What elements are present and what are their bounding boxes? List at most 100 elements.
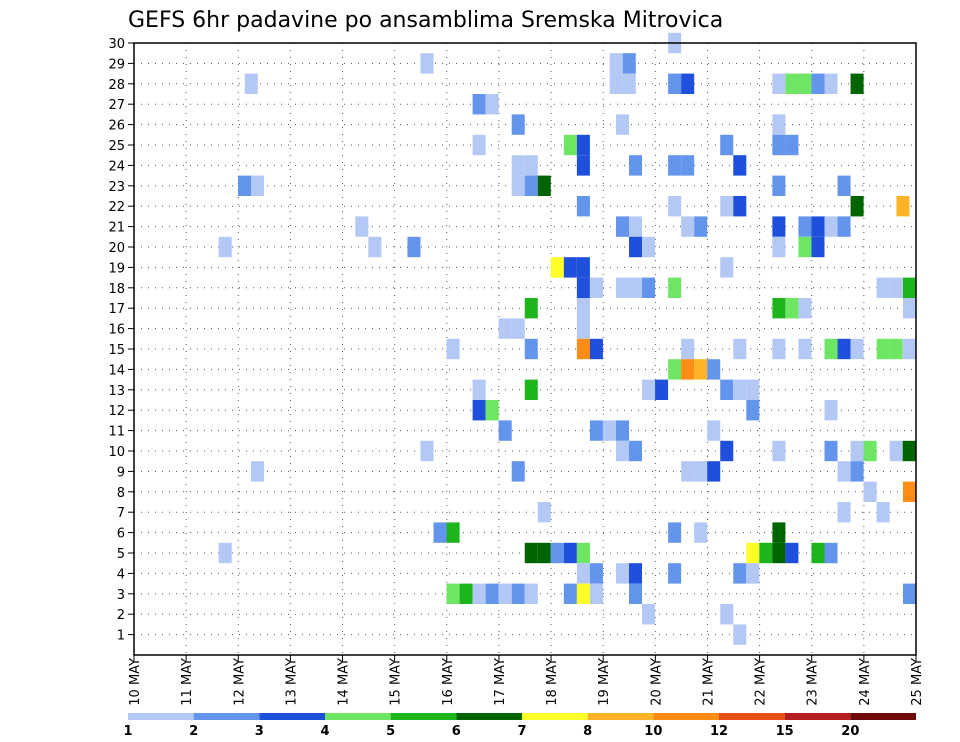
x-tick-label: 12 MAY — [232, 658, 247, 706]
heatmap-cell — [668, 196, 682, 217]
heatmap-cell — [798, 73, 812, 94]
x-tick-label: 24 MAY — [858, 658, 873, 706]
heatmap-cell — [609, 73, 623, 94]
x-tick-label: 13 MAY — [284, 658, 299, 706]
heatmap-cell — [472, 94, 486, 115]
heatmap-cell — [720, 440, 734, 462]
heatmap-cell — [863, 481, 877, 502]
colorbar-label: 5 — [386, 724, 395, 739]
heatmap-cell — [576, 134, 590, 156]
colorbar-swatch — [193, 713, 260, 720]
heatmap-cell — [681, 73, 695, 94]
heatmap-cell — [824, 216, 838, 237]
y-tick-label: 18 — [108, 282, 125, 297]
heatmap-cell — [746, 379, 760, 400]
heatmap-cell — [576, 583, 590, 604]
colorbar-label: 2 — [189, 724, 198, 739]
heatmap-cell — [811, 216, 825, 237]
heatmap-cell — [420, 53, 434, 74]
y-tick-label: 8 — [117, 486, 125, 501]
heatmap-cell — [576, 155, 590, 176]
heatmap-cell — [902, 298, 916, 319]
heatmap-cell — [563, 134, 577, 156]
heatmap-cell — [811, 542, 825, 564]
colorbar-swatch — [456, 713, 522, 720]
heatmap-cell — [707, 359, 721, 380]
heatmap-cell — [472, 379, 486, 400]
colorbar-label: 10 — [644, 724, 662, 739]
heatmap-cell — [850, 461, 864, 482]
heatmap-cell — [407, 236, 421, 258]
x-tick-label: 16 MAY — [441, 658, 456, 706]
heatmap-cell — [837, 502, 851, 523]
y-tick-label: 14 — [108, 363, 125, 378]
heatmap-cell — [537, 542, 551, 564]
y-tick-label: 19 — [108, 261, 125, 276]
heatmap-cell — [615, 420, 630, 441]
heatmap-cell — [746, 542, 760, 564]
heatmap-cell — [485, 400, 499, 421]
chart-title: GEFS 6hr padavine po ansamblima Sremska … — [128, 8, 723, 33]
heatmap-cell — [876, 502, 890, 523]
y-tick-label: 23 — [108, 180, 125, 195]
heatmap-cell — [785, 298, 799, 319]
colorbar-swatch — [128, 713, 194, 720]
heatmap-cell — [772, 542, 786, 564]
heatmap-cell — [733, 563, 747, 584]
heatmap-cell — [902, 338, 916, 360]
heatmap-cell — [602, 420, 616, 441]
colorbar-swatch — [390, 713, 457, 720]
heatmap-cell — [511, 114, 525, 135]
heatmap-cell — [902, 440, 916, 462]
heatmap-cell — [446, 338, 460, 360]
heatmap-cell — [759, 542, 773, 564]
y-tick-label: 30 — [108, 37, 125, 52]
heatmap-cell — [694, 216, 708, 237]
heatmap-cell — [472, 583, 486, 604]
heatmap-cell — [889, 338, 903, 360]
heatmap-cell — [576, 298, 590, 319]
colorbar-label: 3 — [255, 724, 264, 739]
colorbar-label: 20 — [841, 724, 859, 739]
heatmap-cell — [615, 114, 630, 135]
heatmap-cell — [837, 175, 851, 196]
heatmap-cell — [472, 400, 486, 421]
x-tick-label: 20 MAY — [649, 658, 664, 706]
heatmap-cell — [668, 359, 682, 380]
heatmap-cell — [772, 175, 786, 196]
heatmap-cell — [563, 583, 577, 604]
heatmap-cell — [720, 196, 734, 217]
heatmap-cell — [589, 420, 603, 441]
heatmap-cell — [511, 318, 525, 339]
x-tick-label: 10 MAY — [128, 658, 143, 706]
heatmap-cell — [589, 583, 603, 604]
colorbar-swatch — [325, 713, 391, 720]
heatmap-cell — [642, 277, 656, 298]
colorbar-swatch — [719, 713, 785, 720]
heatmap-cell — [681, 461, 695, 482]
heatmap-cell — [681, 216, 695, 237]
heatmap-cell — [629, 216, 643, 237]
heatmap-cell — [772, 236, 786, 258]
heatmap-cell — [576, 563, 590, 584]
colorbar-swatch — [850, 713, 916, 720]
heatmap-cell — [707, 420, 721, 441]
heatmap-cell — [668, 522, 682, 543]
colorbar-swatch — [784, 713, 851, 720]
heatmap-cell — [446, 522, 460, 543]
heatmap-cell — [576, 542, 590, 564]
colorbar-label: 6 — [452, 724, 461, 739]
x-tick-label: 11 MAY — [180, 658, 195, 706]
y-tick-label: 15 — [108, 343, 125, 358]
heatmap-cell — [837, 338, 851, 360]
y-tick-label: 12 — [108, 404, 125, 419]
heatmap-cell — [622, 53, 636, 74]
y-tick-label: 7 — [117, 506, 125, 521]
colorbar-swatch — [653, 713, 719, 720]
heatmap-cell — [615, 277, 630, 298]
heatmap-cell — [707, 461, 721, 482]
heatmap-cell — [511, 175, 525, 196]
heatmap-cell — [720, 379, 734, 400]
y-tick-label: 9 — [117, 465, 125, 480]
heatmap-cell — [446, 583, 460, 604]
